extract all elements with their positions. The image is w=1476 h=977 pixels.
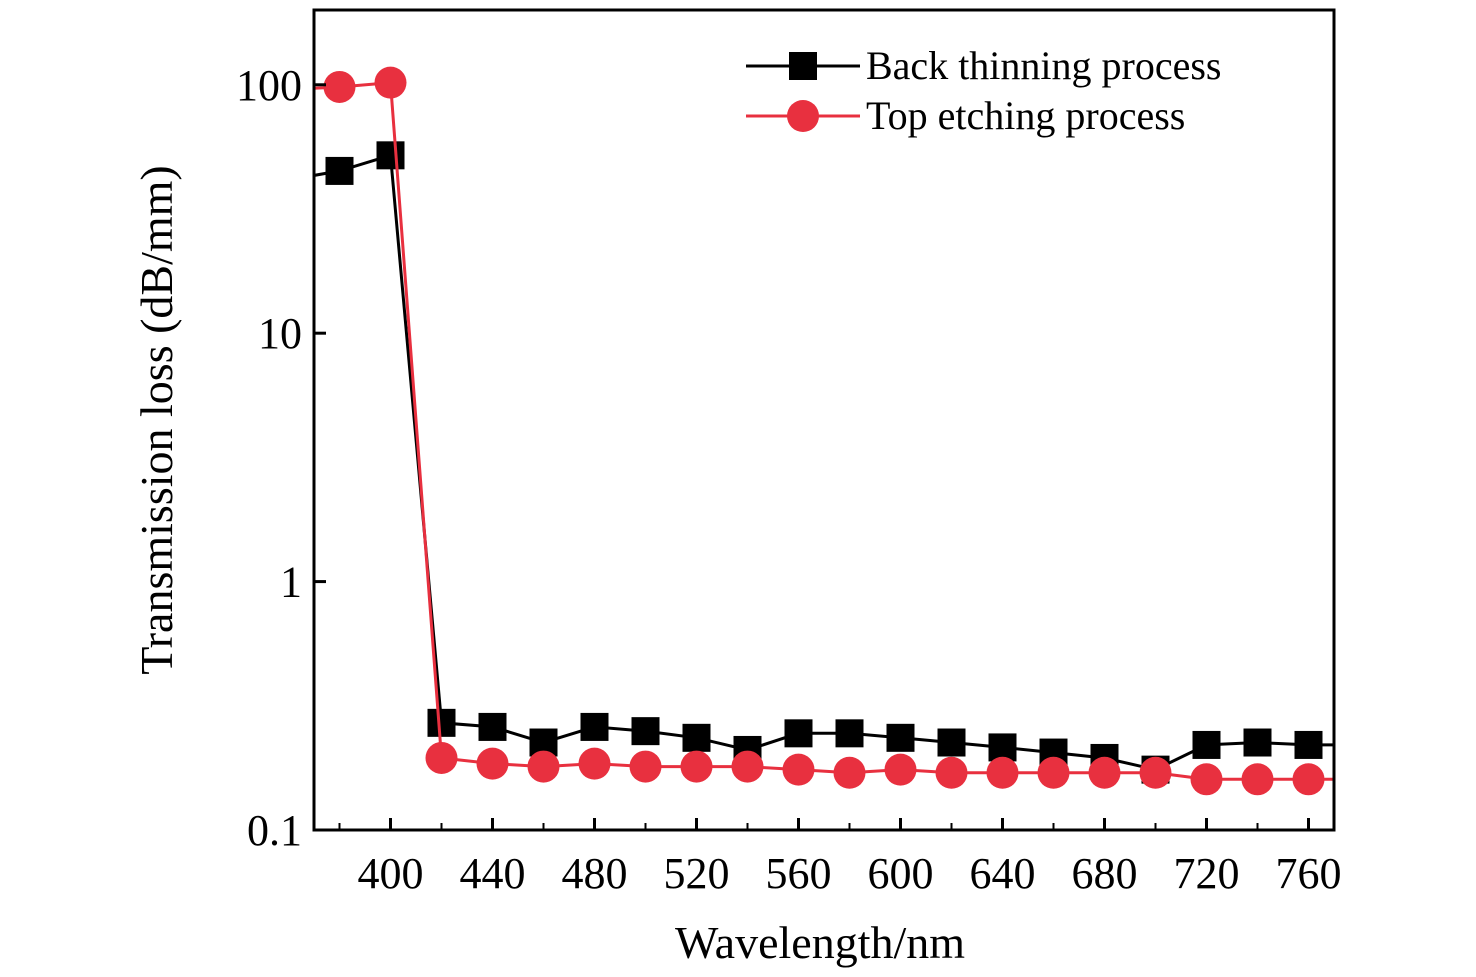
- x-tick-label: 760: [1276, 849, 1342, 898]
- legend-label-1: Top etching process: [866, 93, 1185, 138]
- series-0-point: [937, 728, 966, 757]
- series-0-point: [682, 723, 711, 752]
- series-0-point: [1192, 730, 1221, 759]
- series-1-point: [527, 750, 560, 783]
- series-1-point: [1088, 756, 1121, 789]
- y-tick-label: 0.1: [247, 806, 302, 855]
- series-line-1: [314, 80, 1334, 781]
- series-1-point: [1292, 763, 1325, 796]
- legend-label-0: Back thinning process: [866, 43, 1222, 88]
- series-1-point: [986, 756, 1019, 789]
- series-line-0: [314, 153, 1334, 772]
- series-1-point: [782, 753, 815, 786]
- series-0-point: [325, 156, 354, 185]
- x-tick-label: 640: [970, 849, 1036, 898]
- x-tick-label: 600: [868, 849, 934, 898]
- series-1-point: [1241, 763, 1274, 796]
- series-1-point: [935, 756, 968, 789]
- series-0-point: [478, 712, 507, 741]
- series-0-point: [1243, 728, 1272, 757]
- series-0-point: [376, 141, 405, 170]
- series-1-point: [578, 747, 611, 780]
- series-1-point: [1037, 756, 1070, 789]
- series-1-point: [884, 753, 917, 786]
- x-tick-label: 720: [1174, 849, 1240, 898]
- legend: Back thinning process Top etching process: [746, 43, 1222, 138]
- x-tick-label: 400: [358, 849, 424, 898]
- series-1-point: [1139, 756, 1172, 789]
- series-0-point: [835, 719, 864, 748]
- series-0-point: [580, 712, 609, 741]
- series-1-point: [1190, 763, 1223, 796]
- series-layer: [314, 66, 1334, 796]
- x-tick-label: 480: [562, 849, 628, 898]
- y-axis-label: Transmission loss (dB/mm): [131, 165, 182, 675]
- y-tick-label: 100: [236, 61, 302, 110]
- series-1-point: [680, 750, 713, 783]
- ticks-layer: 400 440 480 520 560 600 640 680 720 760 0.1 1 10 100: [236, 61, 1342, 898]
- series-1-point: [833, 756, 866, 789]
- x-tick-label: 560: [766, 849, 832, 898]
- plot-frame: [312, 8, 1336, 832]
- series-0-point: [988, 733, 1017, 762]
- series-1-point: [476, 747, 509, 780]
- x-tick-label: 680: [1072, 849, 1138, 898]
- series-1-point: [731, 750, 764, 783]
- series-0-point: [1294, 730, 1323, 759]
- series-1-point: [323, 70, 356, 103]
- series-1-point: [425, 741, 458, 774]
- series-1-point: [374, 66, 407, 99]
- series-0-point: [784, 719, 813, 748]
- legend-marker-0: [789, 52, 817, 80]
- x-axis-label: Wavelength/nm: [675, 917, 965, 968]
- x-tick-label: 440: [460, 849, 526, 898]
- legend-marker-1: [787, 100, 819, 132]
- series-1-point: [629, 750, 662, 783]
- x-tick-label: 520: [664, 849, 730, 898]
- series-0-point: [631, 717, 660, 746]
- series-0-point: [427, 708, 456, 737]
- y-tick-label: 10: [258, 309, 302, 358]
- y-tick-label: 1: [280, 558, 302, 607]
- series-group: [314, 66, 1334, 796]
- series-0-point: [886, 723, 915, 752]
